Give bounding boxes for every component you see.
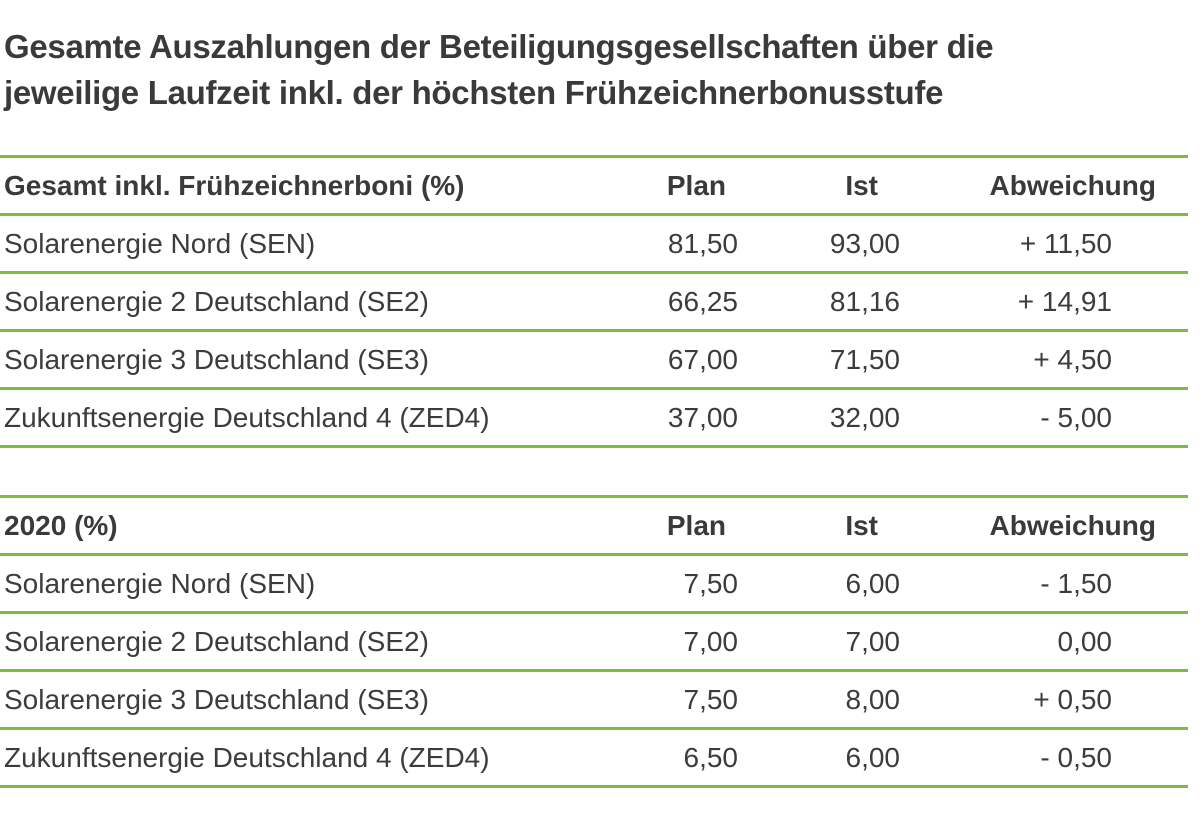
table-total: Gesamt inkl. Frühzeichnerboni (%) Plan I… <box>0 155 1188 448</box>
table-row: Solarenergie Nord (SEN) 81,50 93,00 + 11… <box>0 213 1188 271</box>
row-plan: 81,50 <box>667 228 738 259</box>
header-ist: Ist <box>845 510 878 541</box>
row-abweichung: - 1,50 <box>1040 568 1112 599</box>
row-ist: 6,00 <box>845 568 901 599</box>
row-plan: 7,50 <box>683 568 739 599</box>
row-abweichung: + 11,50 <box>1019 228 1112 259</box>
row-ist: 93,00 <box>829 228 900 259</box>
row-ist: 32,00 <box>829 402 900 433</box>
header-plan: Plan <box>666 170 726 201</box>
table-row: Solarenergie 3 Deutschland (SE3) 7,50 8,… <box>0 669 1188 727</box>
table-row: Zukunftsenergie Deutschland 4 (ZED4) 6,5… <box>0 727 1188 788</box>
row-plan: 7,50 <box>683 684 739 715</box>
header-name: 2020 (%) <box>4 510 118 541</box>
table-row: Solarenergie 3 Deutschland (SE3) 67,00 7… <box>0 329 1188 387</box>
header-name: Gesamt inkl. Frühzeichnerboni (%) <box>4 170 465 201</box>
header-abweichung: Abweichung <box>989 170 1156 201</box>
row-plan: 6,50 <box>683 742 739 773</box>
header-ist: Ist <box>845 170 878 201</box>
table-header-row: 2020 (%) Plan Ist Abweichung <box>0 495 1188 553</box>
row-name: Solarenergie 2 Deutschland (SE2) <box>4 286 429 317</box>
header-plan: Plan <box>666 510 726 541</box>
row-name: Solarenergie 3 Deutschland (SE3) <box>4 684 429 715</box>
row-plan: 37,00 <box>667 402 738 433</box>
row-name: Zukunftsenergie Deutschland 4 (ZED4) <box>4 742 490 773</box>
title-line-1: Gesamte Auszahlungen der Beteiligungsges… <box>4 28 994 65</box>
row-ist: 71,50 <box>829 344 900 375</box>
row-abweichung: - 5,00 <box>1040 402 1112 433</box>
row-plan: 7,00 <box>683 626 739 657</box>
table-row: Solarenergie 2 Deutschland (SE2) 66,25 8… <box>0 271 1188 329</box>
row-ist: 7,00 <box>845 626 901 657</box>
row-name: Solarenergie Nord (SEN) <box>4 228 316 259</box>
row-name: Solarenergie 2 Deutschland (SE2) <box>4 626 429 657</box>
row-ist: 81,16 <box>829 286 900 317</box>
row-abweichung: + 4,50 <box>1033 344 1112 375</box>
row-name: Solarenergie 3 Deutschland (SE3) <box>4 344 429 375</box>
row-abweichung: + 14,91 <box>1017 286 1112 317</box>
row-abweichung: 0,00 <box>1057 626 1113 657</box>
row-name: Zukunftsenergie Deutschland 4 (ZED4) <box>4 402 490 433</box>
page-title: Gesamte Auszahlungen der Beteiligungsges… <box>4 24 1184 116</box>
row-plan: 66,25 <box>667 286 738 317</box>
header-abweichung: Abweichung <box>989 510 1156 541</box>
row-abweichung: - 0,50 <box>1040 742 1112 773</box>
row-name: Solarenergie Nord (SEN) <box>4 568 316 599</box>
table-header-row: Gesamt inkl. Frühzeichnerboni (%) Plan I… <box>0 155 1188 213</box>
table-row: Solarenergie Nord (SEN) 7,50 6,00 - 1,50 <box>0 553 1188 611</box>
row-abweichung: + 0,50 <box>1033 684 1112 715</box>
title-line-2: jeweilige Laufzeit inkl. der höchsten Fr… <box>4 74 944 111</box>
table-row: Zukunftsenergie Deutschland 4 (ZED4) 37,… <box>0 387 1188 448</box>
row-ist: 8,00 <box>845 684 901 715</box>
table-row: Solarenergie 2 Deutschland (SE2) 7,00 7,… <box>0 611 1188 669</box>
row-ist: 6,00 <box>845 742 901 773</box>
row-plan: 67,00 <box>667 344 738 375</box>
table-2020: 2020 (%) Plan Ist Abweichung Solarenergi… <box>0 495 1188 788</box>
